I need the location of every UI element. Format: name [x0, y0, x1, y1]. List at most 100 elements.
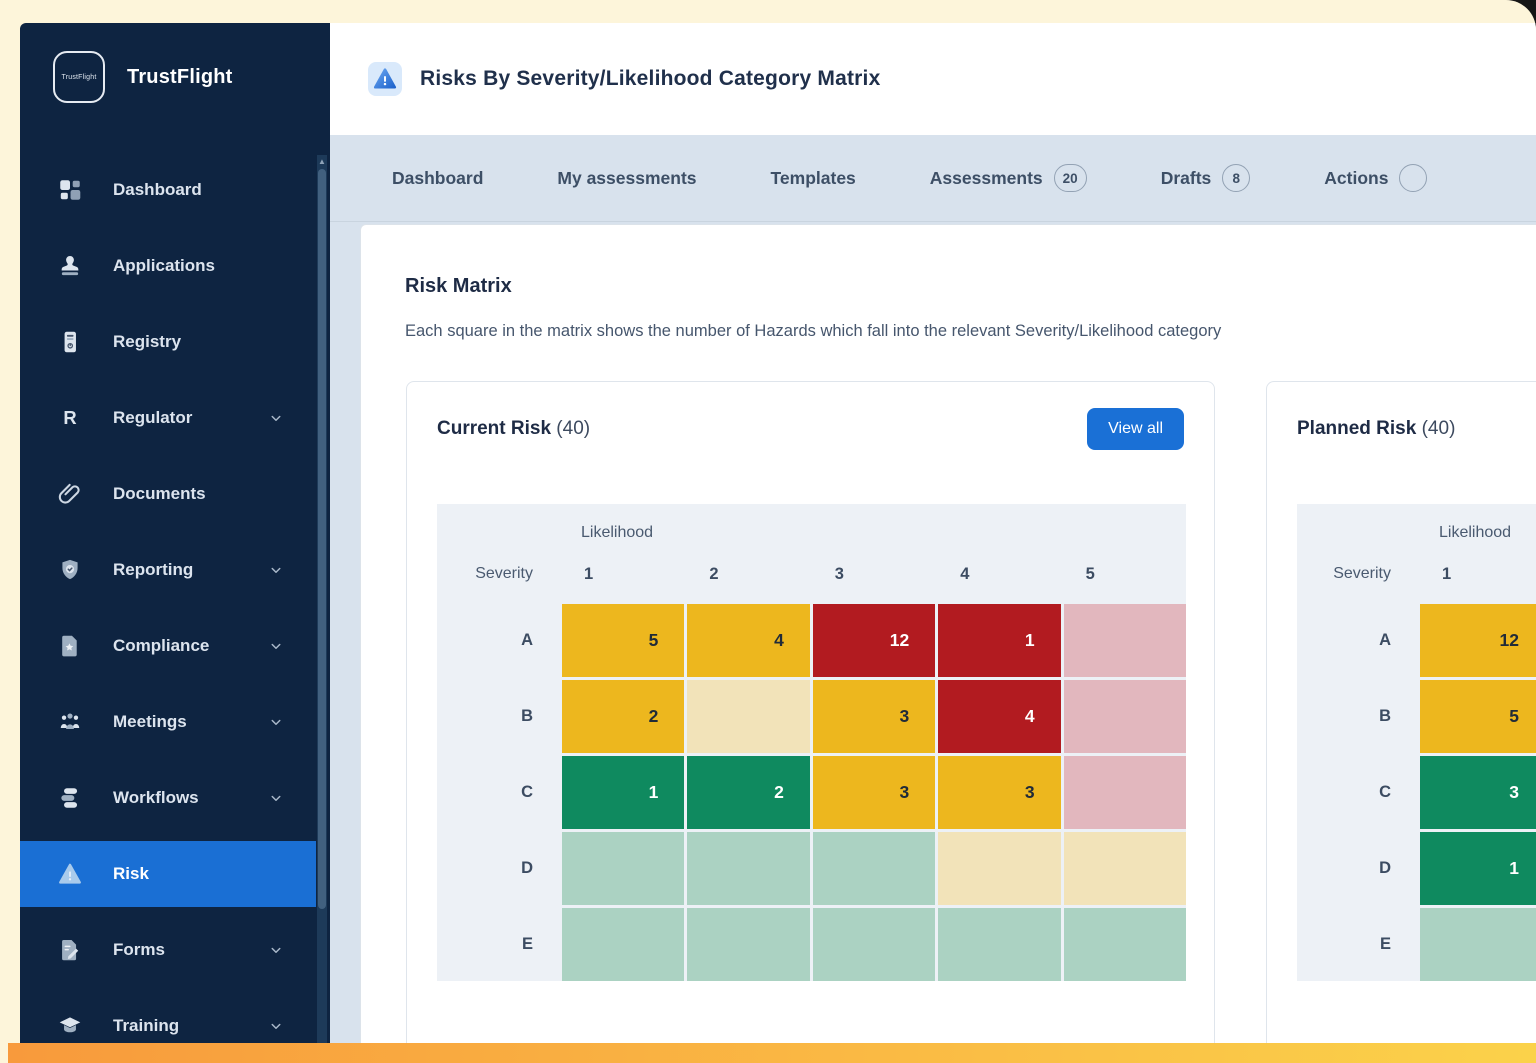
graduation-cap-icon	[57, 1013, 83, 1039]
matrix-cell-D-lightgreen[interactable]	[687, 832, 810, 905]
scroll-up-icon[interactable]: ▲	[318, 157, 326, 166]
matrix-cell-D-cream[interactable]	[938, 832, 1061, 905]
matrix-cell-E-lightgreen[interactable]	[812, 908, 936, 981]
matrix-cell-C-pink[interactable]	[1063, 756, 1186, 829]
sidebar-scrollbar[interactable]: ▲	[317, 155, 327, 1043]
matrix-cell-D-lightgreen[interactable]	[562, 832, 685, 905]
matrix-cell-E-lightgreen[interactable]	[938, 908, 1061, 981]
tab-label: Assessments	[929, 167, 1043, 188]
logo-text: TrustFlight	[61, 73, 97, 81]
card-title: Planned Risk (40)	[1297, 418, 1456, 439]
matrix-cell-A-red[interactable]: 1	[938, 604, 1061, 677]
sidebar-item-registry[interactable]: Registry	[20, 309, 316, 375]
view-all-button[interactable]: View all	[1087, 408, 1184, 450]
sidebar-item-label: Applications	[113, 256, 216, 275]
trustflight-logo-icon: TrustFlight	[53, 51, 105, 103]
sidebar-item-dashboard[interactable]: Dashboard	[20, 157, 316, 223]
section-title: Risk Matrix	[405, 275, 512, 297]
sidebar-nav: Dashboard Applications Registry R Regulator D…	[20, 157, 330, 1043]
planned-risk-card: Planned Risk (40) Likelihood Severity 1 A 12 B…	[1266, 381, 1536, 1043]
matrix-header-row: Severity 1	[1297, 562, 1536, 586]
risk-matrix-panel: Risk Matrix Each square in the matrix sh…	[360, 224, 1536, 1043]
brand-name: TrustFlight	[127, 65, 233, 88]
matrix-cell-B-yellow[interactable]: 3	[812, 680, 936, 753]
severity-row-header: C	[521, 783, 533, 801]
shield-check-icon	[57, 557, 83, 583]
likelihood-column-header: 4	[960, 564, 970, 583]
matrix-cell-C-yellow[interactable]: 3	[812, 756, 936, 829]
matrix-cell-C-green[interactable]: 2	[687, 756, 810, 829]
sidebar-item-regulator[interactable]: R Regulator	[20, 385, 316, 451]
sidebar-item-forms[interactable]: Forms	[20, 917, 316, 983]
tab-label: Templates	[770, 167, 856, 188]
matrix-cell-A-yellow[interactable]: 5	[562, 604, 685, 677]
likelihood-column-header: 1	[1442, 564, 1452, 583]
matrix-cell-B-pink[interactable]	[1063, 680, 1186, 753]
matrix-cell-C-green[interactable]: 3	[1420, 756, 1536, 829]
severity-row-header: A	[521, 631, 533, 649]
sidebar-item-meetings[interactable]: Meetings	[20, 689, 316, 755]
matrix-cell-B-cream[interactable]	[687, 680, 810, 753]
severity-row-header: B	[1379, 707, 1391, 725]
matrix-cell-A-yellow[interactable]: 4	[687, 604, 810, 677]
letter-r-icon: R	[57, 405, 83, 431]
matrix-cards: Current Risk (40) View all Likelihood Sever…	[406, 381, 1536, 1043]
matrix-cell-B-yellow[interactable]: 2	[562, 680, 685, 753]
tab-assessments[interactable]: Assessments 20	[930, 164, 1087, 192]
matrix-cell-E-lightgreen[interactable]	[562, 908, 685, 981]
matrix-cell-B-yellow[interactable]: 5	[1420, 680, 1536, 753]
severity-axis-label: Severity	[475, 565, 533, 582]
matrix-cell-C-yellow[interactable]: 3	[938, 756, 1061, 829]
severity-row-header: B	[521, 707, 533, 725]
sidebar-item-workflows[interactable]: Workflows	[20, 765, 316, 831]
matrix-cell-E-lightgreen[interactable]	[1420, 908, 1536, 981]
sidebar-item-applications[interactable]: Applications	[20, 233, 316, 299]
severity-row-header: D	[521, 859, 533, 877]
tab-my-assessments[interactable]: My assessments	[557, 168, 696, 189]
card-header: Planned Risk (40)	[1297, 407, 1536, 451]
likelihood-column-header: 5	[1085, 564, 1095, 583]
svg-text:R: R	[63, 407, 76, 428]
likelihood-axis-label: Likelihood	[1439, 524, 1512, 541]
risk-matrix-table: Likelihood Severity 1 A 12 B 5 C 3 D 1 E	[1297, 504, 1536, 981]
tab-count-badge: 20	[1053, 164, 1087, 192]
matrix-cell-B-red[interactable]: 4	[938, 680, 1061, 753]
sidebar-item-label: Documents	[113, 484, 206, 503]
severity-axis-label: Severity	[1333, 565, 1391, 582]
matrix-cell-E-lightgreen[interactable]	[1063, 908, 1186, 981]
sidebar-item-reporting[interactable]: Reporting	[20, 537, 316, 603]
scrollbar-thumb[interactable]	[318, 169, 326, 909]
chevron-down-icon	[267, 1017, 285, 1035]
sidebar-item-label: Registry	[113, 332, 182, 351]
likelihood-column-header: 1	[584, 564, 594, 583]
chevron-down-icon	[267, 637, 285, 655]
matrix-cell-D-cream[interactable]	[1063, 832, 1186, 905]
tab-label: Actions	[1324, 167, 1389, 188]
tab-dashboard[interactable]: Dashboard	[392, 168, 483, 189]
tab-actions[interactable]: Actions	[1324, 164, 1428, 192]
sidebar-item-compliance[interactable]: Compliance	[20, 613, 316, 679]
matrix-cell-E-lightgreen[interactable]	[687, 908, 810, 981]
risk-warning-triangle-icon	[368, 62, 402, 96]
severity-row-header: C	[1379, 783, 1391, 801]
matrix-cell-A-yellow[interactable]: 12	[1420, 604, 1536, 677]
page-header: Risks By Severity/Likelihood Category Ma…	[330, 23, 1536, 135]
brand[interactable]: TrustFlight TrustFlight	[53, 51, 233, 103]
matrix-cell-D-lightgreen[interactable]	[812, 832, 936, 905]
sidebar-item-risk[interactable]: Risk	[20, 841, 316, 907]
matrix-cell-A-pink[interactable]	[1063, 604, 1186, 677]
tab-label: Drafts	[1160, 167, 1212, 188]
matrix-cell-C-green[interactable]: 1	[562, 756, 685, 829]
tab-count-badge: 8	[1222, 164, 1251, 192]
tab-templates[interactable]: Templates	[771, 168, 856, 189]
matrix-cell-D-green[interactable]: 1	[1420, 832, 1536, 905]
likelihood-column-header: 3	[834, 564, 844, 583]
sidebar-item-training[interactable]: Training	[20, 993, 316, 1043]
severity-row-header: E	[521, 935, 533, 953]
stamp-icon	[57, 253, 83, 279]
sidebar-item-label: Workflows	[113, 788, 199, 807]
sidebar-item-documents[interactable]: Documents	[20, 461, 316, 527]
severity-row-header: D	[1379, 859, 1391, 877]
matrix-cell-A-red[interactable]: 12	[812, 604, 936, 677]
tab-drafts[interactable]: Drafts 8	[1161, 164, 1251, 192]
